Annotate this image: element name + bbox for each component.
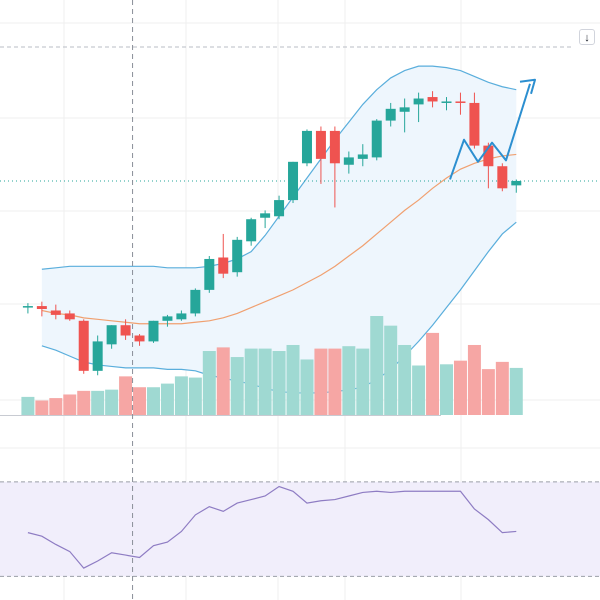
volume-bar — [188, 377, 202, 415]
volume-bar — [77, 390, 91, 415]
volume-bar — [216, 347, 230, 415]
volume-bar — [146, 387, 160, 415]
candle-body — [190, 289, 201, 314]
volume-bar — [244, 348, 258, 415]
candle-body — [427, 97, 438, 102]
candle-body — [218, 257, 229, 274]
candle-body — [204, 258, 215, 290]
candle-body — [36, 306, 47, 310]
volume-bar — [300, 359, 314, 415]
volume-bar — [160, 383, 174, 415]
arrow-down-icon: ↓ — [584, 32, 590, 44]
candle-body — [357, 154, 368, 159]
candle-body — [441, 101, 452, 103]
rsi-line — [27, 485, 517, 569]
candle-body — [343, 157, 354, 165]
volume-bar — [384, 325, 398, 415]
candle-body — [92, 341, 103, 371]
volume-bar — [105, 389, 119, 415]
forecast-arrow-head — [519, 78, 536, 95]
candle-body — [469, 102, 480, 146]
candle-body — [288, 161, 299, 201]
volume-bar — [133, 387, 147, 415]
candle-body — [455, 101, 466, 103]
candle-body — [78, 320, 89, 371]
candle-body — [260, 213, 271, 218]
candle-body — [148, 320, 159, 342]
volume-bar — [342, 346, 356, 415]
candle-body — [301, 130, 312, 164]
bollinger-middle-line — [41, 153, 517, 325]
volume-bar — [230, 357, 244, 415]
volume-bar — [119, 376, 133, 415]
candle-body — [274, 200, 285, 217]
volume-bar — [174, 376, 188, 415]
volume-bar — [398, 344, 412, 415]
candle-body — [483, 145, 494, 167]
volume-bar — [63, 394, 77, 415]
volume-bar — [467, 344, 481, 415]
volume-bar — [202, 351, 216, 415]
candle-body — [134, 335, 145, 342]
volume-bar — [328, 348, 342, 415]
forecast-arrow-line — [449, 83, 531, 180]
volume-bar — [481, 369, 495, 415]
candle-body — [162, 316, 173, 321]
candle-body — [371, 120, 382, 158]
volume-bar — [35, 400, 49, 415]
volume-bar — [453, 360, 467, 415]
candle-body — [497, 166, 508, 189]
candle-body — [232, 239, 243, 273]
candle-body — [315, 130, 326, 159]
bollinger-band-fill — [41, 66, 517, 393]
volume-bar — [440, 364, 454, 415]
scroll-to-realtime-button[interactable]: ↓ — [579, 29, 595, 45]
volume-bar — [258, 348, 272, 415]
candle-body — [64, 313, 75, 320]
volume-bar — [21, 396, 35, 415]
volume-bar — [314, 348, 328, 415]
candle-body — [246, 219, 257, 242]
candle-body — [511, 180, 522, 186]
volume-bar — [495, 361, 509, 415]
volume-bar — [412, 365, 426, 415]
volume-bar — [509, 367, 523, 415]
volume-bar — [272, 351, 286, 415]
candle-body — [22, 306, 33, 308]
candle-body — [50, 310, 61, 315]
volume-bar — [426, 332, 440, 415]
candle-body — [120, 325, 131, 336]
candle-body — [106, 325, 117, 345]
candle-body — [399, 107, 410, 112]
candle-body — [329, 130, 340, 164]
volume-bar — [49, 398, 63, 415]
volume-bar — [286, 344, 300, 415]
rsi-band-fill — [0, 481, 600, 577]
volume-bar — [91, 390, 105, 415]
candle-body — [176, 313, 187, 320]
candle-body — [413, 98, 424, 105]
volume-bar — [370, 316, 384, 415]
candle-body — [385, 108, 396, 121]
volume-bar — [356, 348, 370, 415]
